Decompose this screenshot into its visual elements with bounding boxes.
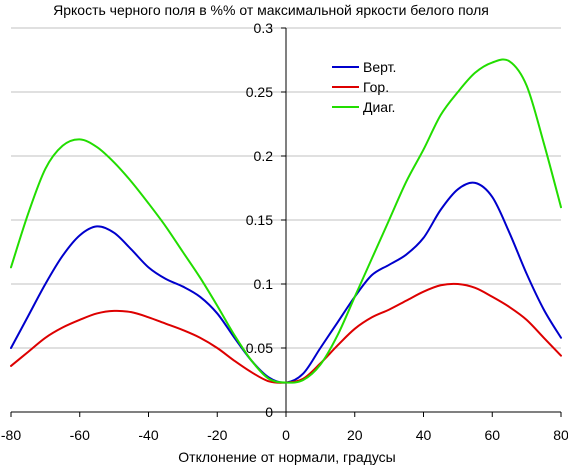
x-tick-label-2: -40: [138, 427, 158, 443]
y-tick-label-5: 0.25: [246, 84, 273, 100]
legend-label-diagonal: Диаг.: [363, 99, 395, 115]
y-tick-label-4: 0.2: [254, 148, 274, 164]
x-tick-label-3: -20: [207, 427, 227, 443]
tick-labels: -80 -60 -40 -20 0 20 40 60 80 0 0.05 0.1 0.15 0.2 0.25…: [1, 20, 568, 443]
legend: Верт. Гор. Диаг.: [332, 59, 396, 115]
x-tick-label-6: 40: [416, 427, 432, 443]
x-axis-title: Отклонение от нормали, градусы: [178, 449, 395, 465]
x-tick-label-1: -60: [70, 427, 90, 443]
x-tick-label-8: 80: [553, 427, 568, 443]
x-tick-label-0: -80: [1, 427, 21, 443]
y-tick-label-3: 0.15: [246, 212, 273, 228]
axes: [10, 27, 562, 417]
legend-label-horizontal: Гор.: [363, 79, 389, 95]
y-tick-label-2: 0.1: [254, 276, 274, 292]
y-tick-label-1: 0.05: [246, 340, 273, 356]
series-line-diagonal: [10, 58, 562, 384]
x-tick-label-5: 20: [347, 427, 363, 443]
series-lines: [10, 58, 562, 384]
y-tick-label-6: 0.3: [254, 20, 274, 36]
y-tick-label-0: 0: [265, 404, 273, 420]
legend-label-vertical: Верт.: [363, 59, 396, 75]
x-tick-label-4: 0: [282, 427, 290, 443]
x-tick-label-7: 60: [484, 427, 500, 443]
chart-title: Яркость черного поля в %% от максимально…: [53, 2, 489, 18]
